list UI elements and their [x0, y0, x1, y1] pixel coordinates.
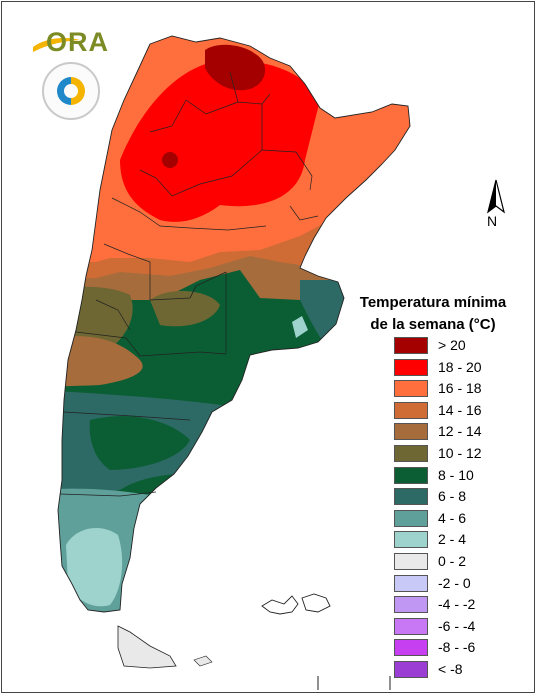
ora-logo: ORA [46, 27, 109, 57]
legend-swatch [394, 358, 428, 376]
legend-label: -4 - -2 [438, 596, 476, 613]
north-label: N [487, 213, 498, 229]
legend-swatch [394, 552, 428, 570]
legend-swatch [394, 380, 428, 398]
legend-swatch [394, 466, 428, 484]
logo-swoosh [33, 38, 80, 52]
legend-swatch [394, 444, 428, 462]
legend-swatch [394, 639, 428, 657]
legend-swatch [394, 488, 428, 506]
tierra-del-fuego [117, 625, 177, 669]
legend-label: 6 - 8 [438, 488, 467, 505]
legend-label: 18 - 20 [438, 358, 482, 375]
province-borders [59, 71, 319, 497]
legend-label: 2 - 4 [438, 531, 467, 548]
legend-swatch [394, 531, 428, 549]
legend-label: -6 - -4 [438, 617, 476, 634]
legend-label: < -8 [438, 660, 463, 677]
legend-swatch [394, 423, 428, 441]
seal-icon [57, 77, 85, 105]
legend-swatch [394, 596, 428, 614]
isla-de-los-estados [193, 655, 213, 667]
legend-label: -2 - 0 [438, 574, 471, 591]
legend-label: 16 - 18 [438, 380, 482, 397]
north-arrow-icon [487, 179, 505, 214]
legend-title-line2: de la semana (°C) [370, 316, 496, 333]
legend-label: 4 - 6 [438, 509, 467, 526]
legend-swatch [394, 401, 428, 419]
islas-malvinas [261, 593, 331, 615]
legend-label: 0 - 2 [438, 552, 467, 569]
legend-swatch [394, 574, 428, 592]
legend-swatch [394, 509, 428, 527]
legend-label: -8 - -6 [438, 639, 476, 656]
legend-label: 12 - 14 [438, 423, 482, 440]
legend-label: 10 - 12 [438, 444, 482, 461]
legend-swatch [394, 660, 428, 678]
legend-swatch [394, 337, 428, 354]
legend-label: 8 - 10 [438, 466, 474, 483]
legend-label: 14 - 16 [438, 401, 482, 418]
legend-label: > 20 [438, 337, 466, 353]
smn-seal [42, 62, 100, 120]
legend-title: Temperatura mínima de la semana (°C) [335, 292, 531, 336]
legend-title-line1: Temperatura mínima [359, 294, 507, 311]
bottom-ticks [317, 676, 391, 690]
country-outline [57, 35, 411, 613]
legend-swatch [394, 617, 428, 635]
